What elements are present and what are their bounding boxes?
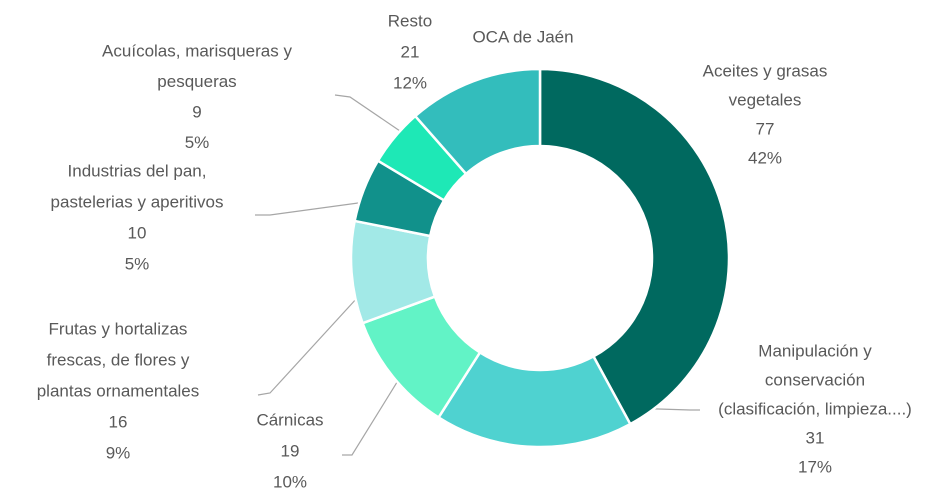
category-label: Resto — [388, 11, 432, 30]
value-label: 31 — [806, 428, 825, 447]
percent-label: 42% — [748, 148, 782, 167]
value-label: 16 — [109, 412, 128, 431]
category-label: Cárnicas — [256, 410, 323, 429]
category-label: Industrias del pan, — [68, 161, 207, 180]
category-label: vegetales — [729, 90, 802, 109]
donut-slice — [413, 67, 542, 176]
category-label: Aceites y grasas — [703, 61, 828, 80]
value-label: 21 — [401, 42, 420, 61]
percent-label: 5% — [185, 133, 210, 152]
value-label: 10 — [128, 223, 147, 242]
donut-slice — [538, 67, 731, 426]
leader-line — [257, 261, 391, 396]
percent-label: 9% — [106, 443, 131, 462]
leader-line — [255, 197, 396, 216]
category-label: Frutas y hortalizas — [49, 319, 188, 338]
category-label: Acuícolas, marisqueras y — [102, 41, 292, 60]
category-label: plantas ornamentales — [37, 381, 200, 400]
chart-title: OCA de Jaén — [472, 27, 573, 46]
category-label: conservación — [765, 370, 865, 389]
value-label: 9 — [192, 102, 201, 121]
value-label: 19 — [281, 441, 300, 460]
category-label: pastelerias y aperitivos — [51, 192, 224, 211]
category-label: pesqueras — [157, 72, 236, 91]
category-label: Manipulación y — [758, 341, 872, 360]
category-label: frescas, de flores y — [47, 350, 190, 369]
percent-label: 17% — [798, 457, 832, 476]
percent-label: 5% — [125, 254, 150, 273]
category-label: (clasificación, limpieza....) — [718, 399, 912, 418]
percent-label: 10% — [273, 472, 307, 491]
percent-label: 12% — [393, 73, 427, 92]
value-label: 77 — [756, 119, 775, 138]
